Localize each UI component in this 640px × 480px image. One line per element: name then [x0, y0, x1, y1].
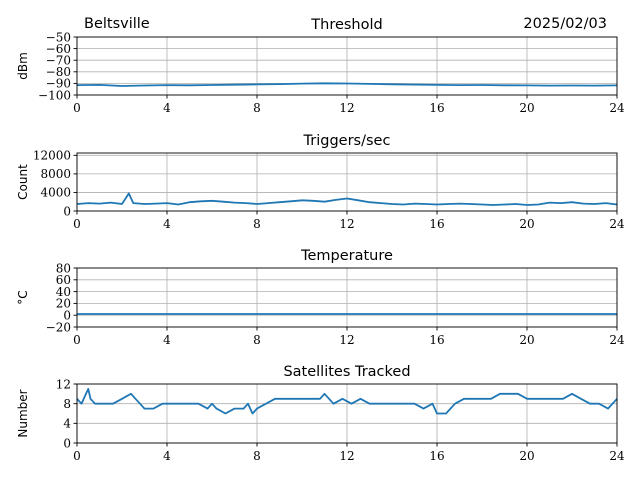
y-tick-label: 20 [56, 297, 71, 311]
series-line [76, 192, 618, 206]
x-tick-label: 4 [163, 217, 171, 231]
x-tick-label: 24 [609, 217, 625, 231]
panel-title: Temperature [300, 248, 393, 264]
y-tick-label: 0 [63, 204, 71, 218]
y-tick-label: −20 [46, 320, 71, 334]
x-tick-label: 16 [429, 449, 444, 463]
x-tick-label: 8 [253, 217, 261, 231]
x-tick-label: 16 [429, 333, 444, 347]
panel-satellites: 0 4 8 12 16 20 24 0 4 8 12 Satellites Tracked Number [16, 364, 625, 463]
y-axis-label: Count [16, 164, 30, 200]
y-axis-label: °C [16, 290, 30, 304]
x-tick-label: 12 [339, 101, 354, 115]
y-tick-label: 0 [63, 436, 71, 450]
x-tick-label: 20 [519, 101, 534, 115]
x-tick-label: 4 [163, 449, 171, 463]
panel-title: Triggers/sec [303, 133, 391, 149]
y-tick-label: 60 [56, 273, 71, 287]
x-tick-label: 12 [339, 217, 354, 231]
x-tick-label: 8 [253, 449, 261, 463]
x-tick-label: 20 [519, 217, 534, 231]
y-tick-label: −100 [38, 88, 71, 102]
x-tick-label: 20 [519, 449, 534, 463]
series-line [76, 82, 618, 87]
x-tick-label: 12 [339, 333, 354, 347]
y-axis-label: dBm [16, 52, 30, 80]
x-tick-label: 12 [339, 449, 354, 463]
x-tick-label: 0 [73, 449, 81, 463]
y-tick-label: 8000 [40, 167, 71, 181]
panel-triggers: 0 4 8 12 16 20 24 0 4000 8000 12000 Triggers/sec Cou… [16, 133, 625, 231]
panel-title: Satellites Tracked [283, 364, 410, 380]
y-tick-label: 40 [56, 285, 71, 299]
y-tick-label: −90 [46, 77, 71, 91]
x-tick-label: 0 [73, 101, 81, 115]
y-tick-label: 12000 [33, 149, 71, 163]
y-tick-label: −60 [46, 42, 71, 56]
x-tick-label: 8 [253, 101, 261, 115]
x-tick-label: 24 [609, 449, 625, 463]
panel-title: Threshold [310, 17, 382, 33]
x-tick-label: 4 [163, 101, 171, 115]
y-tick-label: 8 [63, 397, 71, 411]
x-tick-label: 16 [429, 101, 444, 115]
y-tick-label: 4 [63, 417, 71, 431]
y-tick-label: 80 [56, 261, 71, 275]
x-tick-label: 8 [253, 333, 261, 347]
x-tick-label: 24 [609, 333, 625, 347]
y-axis-label: Number [16, 389, 30, 437]
y-tick-label: 12 [56, 377, 71, 391]
x-tick-label: 24 [609, 101, 625, 115]
x-tick-label: 0 [73, 217, 81, 231]
date-label: 2025/02/03 [523, 16, 607, 32]
x-tick-label: 4 [163, 333, 171, 347]
location-label: Beltsville [84, 16, 150, 32]
x-tick-label: 20 [519, 333, 534, 347]
y-tick-label: −50 [46, 30, 71, 44]
y-tick-label: 0 [63, 309, 71, 323]
y-tick-label: 4000 [40, 186, 71, 200]
y-tick-label: −70 [46, 54, 71, 68]
series-line [76, 387, 618, 415]
y-tick-label: −80 [46, 65, 71, 79]
panel-threshold: 0 4 8 12 16 20 24 −100−90−80−70−60−50 Threshold d… [16, 17, 625, 115]
x-tick-label: 16 [429, 217, 444, 231]
x-tick-label: 0 [73, 333, 81, 347]
